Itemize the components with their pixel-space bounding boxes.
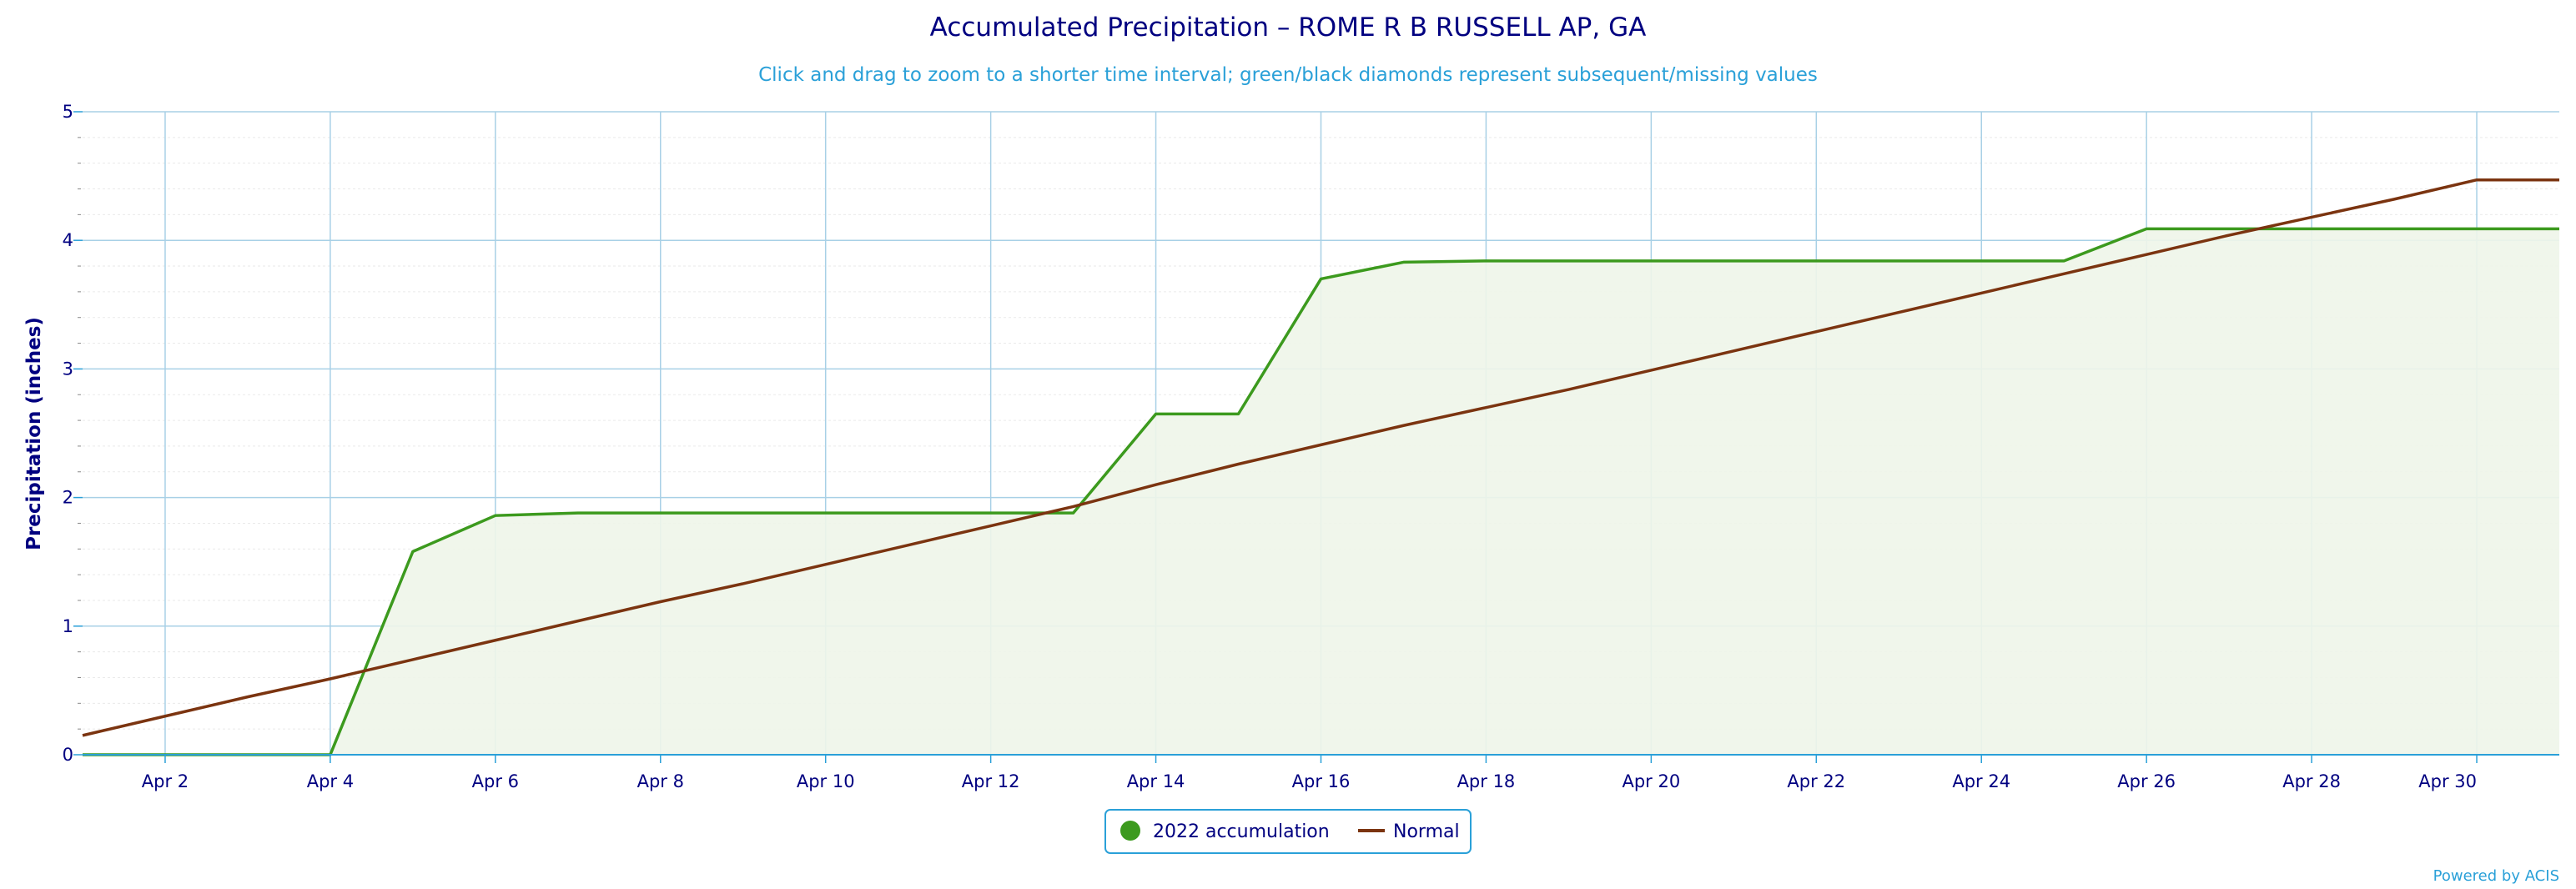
data-point[interactable] [492,637,499,644]
legend-label-2022: 2022 accumulation [1153,821,1330,842]
legend-item-2022-accumulation[interactable]: 2022 accumulation [1120,821,1330,842]
data-point[interactable] [575,510,581,516]
data-point[interactable] [492,512,499,519]
data-point[interactable] [823,510,829,516]
data-point[interactable] [1482,404,1489,411]
data-point[interactable] [1318,275,1325,282]
data-point[interactable] [2143,225,2150,232]
data-point[interactable] [1565,258,1572,264]
data-point[interactable] [1895,309,1902,316]
x-tick-label: Apr 16 [1292,771,1351,791]
data-point[interactable] [2556,177,2563,183]
data-point[interactable] [1813,258,1819,264]
x-tick-label: Apr 18 [1457,771,1516,791]
x-tick-label: Apr 8 [637,771,684,791]
data-point[interactable] [2308,213,2315,220]
x-tick-label: Apr 28 [2282,771,2341,791]
chart-title: Accumulated Precipitation – ROME R B RUS… [930,13,1647,43]
x-tick-label: Apr 22 [1787,771,1845,791]
x-tick-label: Apr 12 [962,771,1020,791]
data-point[interactable] [327,676,334,682]
legend[interactable]: 2022 accumulation Normal [1104,809,1472,854]
y-tick-labels: 0 1 2 3 4 5 [63,102,73,765]
x-tick-label: Apr 10 [797,771,855,791]
accumulation-area [83,229,2559,755]
data-point[interactable] [2473,177,2480,183]
data-point[interactable] [1978,289,1985,296]
data-point[interactable] [2556,225,2563,232]
data-point[interactable] [410,656,416,663]
y-tick-label: 3 [63,359,73,379]
series-2022-accumulation-line[interactable] [83,227,2559,756]
data-point[interactable] [657,599,664,605]
data-point[interactable] [1070,510,1077,516]
accumulation-fill [83,229,2559,755]
data-point[interactable] [1482,258,1489,264]
data-point[interactable] [988,510,994,516]
data-point[interactable] [2308,225,2315,232]
x-tick-label: Apr 14 [1127,771,1185,791]
data-point[interactable] [1153,481,1160,488]
data-point[interactable] [905,510,912,516]
legend-marker-circle-icon [1120,821,1140,841]
data-point[interactable] [1400,422,1406,429]
data-point[interactable] [740,580,747,587]
data-point[interactable] [2226,232,2232,239]
data-point[interactable] [2060,270,2067,277]
data-point[interactable] [2226,225,2232,232]
legend-item-normal[interactable]: Normal [1358,821,1460,842]
x-tick-label: Apr 2 [142,771,189,791]
y-tick-label: 1 [63,616,73,636]
data-point[interactable] [905,542,912,549]
data-point[interactable] [1400,259,1406,265]
y-tick-label: 0 [63,745,73,765]
data-point[interactable] [2473,225,2480,232]
data-point[interactable] [2391,225,2397,232]
credit-link[interactable]: Powered by ACIS [2433,867,2559,885]
data-point[interactable] [1565,386,1572,393]
data-point[interactable] [575,618,581,625]
series-normal-line[interactable] [82,178,2559,737]
x-tick-label: Apr 20 [1622,771,1680,791]
data-point[interactable] [162,713,169,720]
data-point[interactable] [1730,258,1737,264]
data-point[interactable] [657,510,664,516]
axes [83,754,2559,763]
data-point[interactable] [1730,348,1737,354]
y-tick-label: 2 [63,488,73,508]
data-point[interactable] [1235,410,1242,417]
data-point[interactable] [410,548,416,555]
data-point[interactable] [244,694,251,701]
data-point[interactable] [988,523,994,530]
legend-box [1104,809,1472,854]
chart-subtitle: Click and drag to zoom to a shorter time… [758,64,1818,86]
data-point[interactable] [79,732,86,739]
series-lines[interactable] [79,177,2563,758]
data-point[interactable] [2391,196,2397,203]
x-tick-label: Apr 24 [1952,771,2010,791]
data-point[interactable] [1070,503,1077,510]
data-point[interactable] [1895,258,1902,264]
x-tick-labels: Apr 2 Apr 4 Apr 6 Apr 8 Apr 10 Apr 12 Apr 14 Ap… [142,771,2477,791]
x-tick-label: Apr 4 [307,771,354,791]
data-point[interactable] [1648,367,1654,374]
x-tick-label: Apr 26 [2117,771,2176,791]
data-point[interactable] [823,561,829,568]
data-point[interactable] [1153,410,1160,417]
data-point[interactable] [1235,461,1242,468]
legend-label-normal: Normal [1393,821,1460,842]
y-tick-label: 5 [63,102,73,122]
x-tick-label: Apr 30 [2418,771,2477,791]
data-point[interactable] [1648,258,1654,264]
y-tick-label: 4 [63,230,73,250]
data-point[interactable] [1318,441,1325,448]
data-point[interactable] [2060,258,2067,264]
data-point[interactable] [2143,251,2150,258]
data-point[interactable] [1813,329,1819,335]
x-tick-label: Apr 6 [472,771,519,791]
data-point[interactable] [1978,258,1985,264]
y-axis-label: Precipitation (inches) [23,317,45,550]
data-point[interactable] [740,510,747,516]
